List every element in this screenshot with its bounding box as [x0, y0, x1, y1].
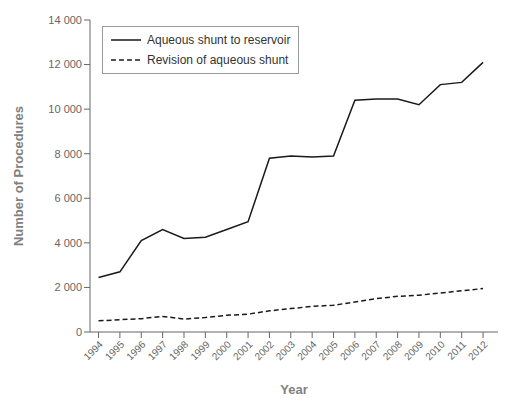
svg-text:1994: 1994: [81, 338, 105, 362]
svg-text:10 000: 10 000: [48, 103, 82, 115]
svg-text:2012: 2012: [466, 338, 490, 362]
svg-text:2010: 2010: [423, 338, 447, 362]
svg-text:2 000: 2 000: [54, 281, 82, 293]
svg-text:2008: 2008: [381, 338, 405, 362]
svg-text:2001: 2001: [231, 338, 255, 362]
svg-text:2005: 2005: [316, 338, 340, 362]
svg-text:2000: 2000: [210, 338, 234, 362]
svg-text:0: 0: [76, 326, 82, 338]
svg-text:2002: 2002: [252, 338, 276, 362]
svg-text:Year: Year: [280, 382, 307, 397]
svg-text:1998: 1998: [167, 338, 191, 362]
html-text:Aqueous shunt to reservoir: Aqueous shunt to reservoir: [147, 33, 291, 47]
svg-text:1999: 1999: [188, 338, 212, 362]
svg-text:2003: 2003: [274, 338, 298, 362]
svg-text:6 000: 6 000: [54, 192, 82, 204]
svg-text:1995: 1995: [103, 338, 127, 362]
svg-text:2009: 2009: [402, 338, 426, 362]
svg-text:12 000: 12 000: [48, 58, 82, 70]
svg-text:Number of Procedures: Number of Procedures: [11, 106, 26, 246]
svg-text:2011: 2011: [445, 338, 468, 361]
svg-text:8 000: 8 000: [54, 148, 82, 160]
html-text:Revision of aqueous shunt: Revision of aqueous shunt: [147, 53, 289, 67]
svg-text:1997: 1997: [146, 338, 170, 362]
svg-text:2006: 2006: [338, 338, 362, 362]
svg-text:4 000: 4 000: [54, 237, 82, 249]
svg-text:2004: 2004: [295, 338, 319, 362]
svg-text:2007: 2007: [359, 338, 383, 362]
svg-text:14 000: 14 000: [48, 14, 82, 26]
svg-text:1996: 1996: [124, 338, 148, 362]
